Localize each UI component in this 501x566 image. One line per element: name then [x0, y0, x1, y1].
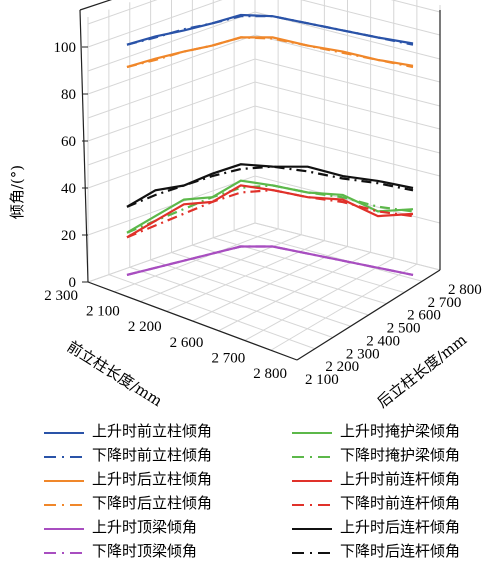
legend-item: 上升时掩护梁倾角 [290, 418, 460, 442]
legend-label: 上升时后立柱倾角 [92, 469, 213, 488]
x-tick-label: 2 200 [128, 319, 162, 335]
legend-label: 上升时顶梁倾角 [92, 517, 198, 536]
series-line-9 [126, 188, 414, 239]
legend-item: 上升时前连杆倾角 [290, 466, 460, 490]
legend-swatch [42, 496, 86, 508]
legend-swatch [290, 448, 334, 460]
z-tick-label: 20 [61, 228, 76, 244]
legend-label: 上升时后连杆倾角 [340, 517, 461, 536]
y-tick-label: 2 500 [387, 321, 421, 337]
legend-label: 下降时掩护梁倾角 [340, 445, 461, 464]
series-line-0 [126, 13, 414, 46]
x-tick-label: 2 800 [253, 366, 287, 382]
legend-swatch [290, 496, 334, 508]
legend-item: 下降时掩护梁倾角 [290, 442, 460, 466]
legend-item: 下降时后立柱倾角 [42, 490, 212, 514]
legend-swatch [290, 544, 334, 556]
x-tick-label: 2 600 [170, 335, 204, 351]
y-tick-label: 2 600 [407, 308, 441, 324]
series-line-6 [126, 179, 414, 234]
legend-item: 下降时前立柱倾角 [42, 442, 212, 466]
series-line-8 [126, 184, 414, 239]
chart-frame [79, 0, 441, 361]
y-tick-label: 2 100 [305, 372, 339, 388]
chart-legend: 上升时前立柱倾角 下降时前立柱倾角 上升时后立柱倾角 下降时后立柱倾角 上升时顶梁倾角下… [0, 418, 501, 566]
legend-label: 下降时后连杆倾角 [340, 541, 461, 560]
legend-label: 下降时顶梁倾角 [92, 541, 198, 560]
legend-item: 上升时前立柱倾角 [42, 418, 212, 442]
z-tick-label: 100 [54, 40, 77, 56]
legend-swatch [42, 448, 86, 460]
y-tick-label: 2 800 [448, 282, 482, 298]
z-tick-label: 60 [61, 134, 76, 150]
legend-swatch [42, 472, 86, 484]
legend-label: 下降时前立柱倾角 [92, 445, 213, 464]
legend-swatch [290, 472, 334, 484]
z-tick-label: 40 [61, 181, 76, 197]
legend-label: 上升时掩护梁倾角 [340, 421, 461, 440]
legend-item: 下降时顶梁倾角 [42, 538, 197, 562]
series-line-7 [126, 184, 414, 234]
legend-item: 下降时后连杆倾角 [290, 538, 460, 562]
legend-swatch [42, 424, 86, 436]
legend-item: 上升时后立柱倾角 [42, 466, 212, 490]
legend-label: 下降时后立柱倾角 [92, 493, 213, 512]
legend-swatch [290, 520, 334, 532]
series-line-1 [126, 15, 414, 46]
legend-label: 上升时前立柱倾角 [92, 421, 213, 440]
y-tick-label: 2 400 [366, 333, 400, 349]
chart-grid [87, 0, 441, 361]
series-line-3 [126, 36, 414, 69]
series-line-11 [126, 165, 414, 208]
legend-item: 下降时前连杆倾角 [290, 490, 460, 514]
y-tick-label: 2 300 [346, 346, 380, 362]
z-tick-label: 0 [69, 275, 77, 291]
legend-swatch [42, 544, 86, 556]
legend-label: 上升时前连杆倾角 [340, 469, 461, 488]
chart-series [126, 13, 414, 276]
y-tick-label: 2 200 [325, 359, 359, 375]
legend-item: 上升时后连杆倾角 [290, 514, 460, 538]
x-tick-label: 2 100 [86, 304, 120, 320]
legend-swatch [42, 520, 86, 532]
y-tick-label: 2 700 [428, 295, 462, 311]
x-tick-label: 2 300 [44, 288, 78, 304]
z-axis-label: 倾角/(°) [8, 165, 26, 219]
legend-label: 下降时前连杆倾角 [340, 493, 461, 512]
series-line-10 [126, 163, 414, 208]
x-tick-label: 2 700 [211, 350, 245, 366]
series-line-5 [126, 245, 414, 276]
x-axis-label: 前立柱长度/mm [64, 337, 166, 410]
z-tick-label: 80 [61, 87, 76, 103]
legend-swatch [290, 424, 334, 436]
legend-item: 上升时顶梁倾角 [42, 514, 197, 538]
